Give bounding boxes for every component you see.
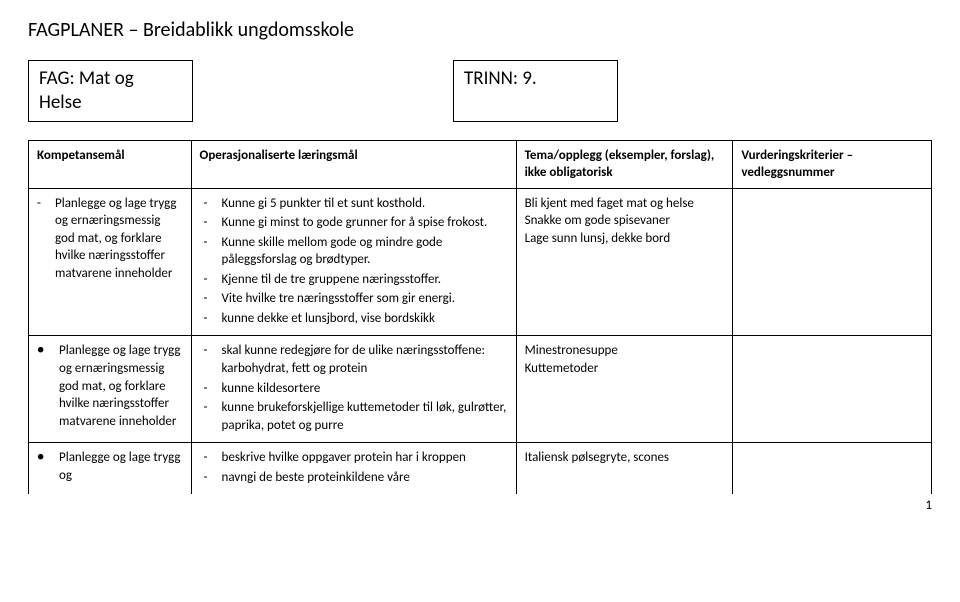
plan-table: Kompetansemål Operasjonaliserte læringsm…	[28, 140, 932, 495]
list-item: Kjenne til de tre gruppene næringsstoffe…	[222, 271, 508, 289]
cell-tema: Bli kjent med faget mat og helse Snakke …	[516, 188, 733, 336]
cell-tema: Minestronesuppe Kuttemetoder	[516, 336, 733, 443]
meta-row: FAG: Mat og Helse TRINN: 9.	[28, 60, 932, 122]
table-row: ● Planlegge og lage trygg og beskrive hv…	[29, 443, 932, 495]
page-title: FAGPLANER – Breidablikk ungdomsskole	[28, 18, 932, 42]
cell-vurdering	[733, 336, 932, 443]
list-item: kunne kildesortere	[222, 380, 508, 398]
col-tema: Tema/opplegg (eksempler, forslag), ikke …	[516, 140, 733, 188]
list-item: Kunne skille mellom gode og mindre gode …	[222, 234, 508, 269]
cell-kompetanse: - Planlegge og lage trygg og ernæringsme…	[29, 188, 192, 336]
table-header-row: Kompetansemål Operasjonaliserte læringsm…	[29, 140, 932, 188]
table-row: ● Planlegge og lage trygg og ernæringsme…	[29, 336, 932, 443]
col-laeringsmaal: Operasjonaliserte læringsmål	[191, 140, 516, 188]
list-item: beskrive hvilke oppgaver protein har i k…	[222, 449, 508, 467]
list-item: Kunne gi minst to gode grunner for å spi…	[222, 214, 508, 232]
bullet-marker: ●	[37, 449, 49, 484]
trinn-box: TRINN: 9.	[453, 60, 618, 122]
col-kompetansemaal: Kompetansemål	[29, 140, 192, 188]
cell-tema: Italiensk pølsegryte, scones	[516, 443, 733, 495]
list-item: skal kunne redegjøre for de ulike næring…	[222, 342, 508, 377]
page-number: 1	[28, 498, 932, 513]
cell-laeringsmaal: beskrive hvilke oppgaver protein har i k…	[191, 443, 516, 495]
kompetanse-text: Planlegge og lage trygg og	[59, 449, 183, 484]
cell-kompetanse: ● Planlegge og lage trygg og	[29, 443, 192, 495]
cell-kompetanse: ● Planlegge og lage trygg og ernæringsme…	[29, 336, 192, 443]
kompetanse-text: Planlegge og lage trygg og ernæringsmess…	[59, 342, 183, 430]
kompetanse-text: Planlegge og lage trygg og ernæringsmess…	[55, 195, 183, 283]
list-item: Vite hvilke tre næringsstoffer som gir e…	[222, 290, 508, 308]
cell-laeringsmaal: Kunne gi 5 punkter til et sunt kosthold.…	[191, 188, 516, 336]
list-item: kunne dekke et lunsjbord, vise bordskikk	[222, 310, 508, 328]
dash-marker: -	[37, 195, 49, 283]
table-row: - Planlegge og lage trygg og ernæringsme…	[29, 188, 932, 336]
fag-box: FAG: Mat og Helse	[28, 60, 193, 122]
col-vurdering: Vurderingskriterier – vedleggsnummer	[733, 140, 932, 188]
cell-laeringsmaal: skal kunne redegjøre for de ulike næring…	[191, 336, 516, 443]
list-item: navngi de beste proteinkildene våre	[222, 469, 508, 487]
bullet-marker: ●	[37, 342, 49, 430]
list-item: Kunne gi 5 punkter til et sunt kosthold.	[222, 195, 508, 213]
list-item: kunne brukeforskjellige kuttemetoder til…	[222, 399, 508, 434]
cell-vurdering	[733, 443, 932, 495]
cell-vurdering	[733, 188, 932, 336]
